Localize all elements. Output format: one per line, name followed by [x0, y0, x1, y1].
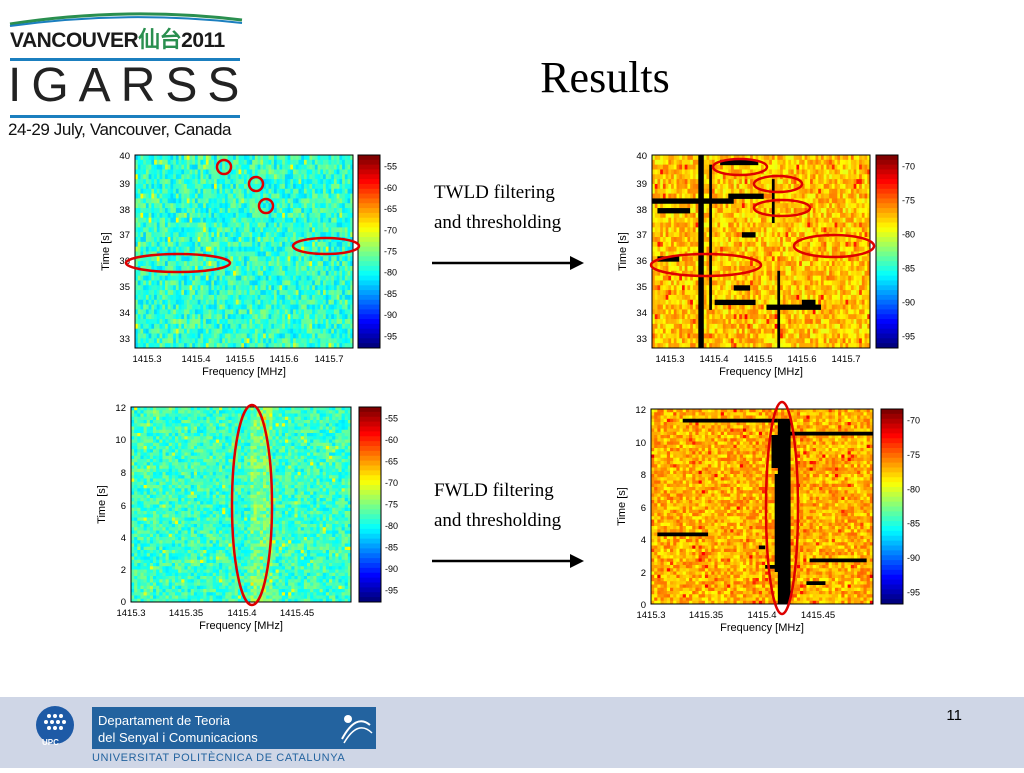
heatmap-cells	[651, 409, 874, 605]
colorbar-swatch	[881, 419, 903, 424]
flagged-segment	[772, 435, 791, 468]
x-axis-label: Frequency [MHz]	[720, 622, 804, 634]
flagged-segment	[810, 559, 867, 563]
colorbar-swatch	[881, 507, 903, 512]
colorbar-swatch	[881, 448, 903, 453]
colorbar-swatch	[881, 492, 903, 497]
colorbar-swatch	[881, 409, 903, 414]
colorbar-swatch	[881, 463, 903, 468]
colorbar-swatch	[881, 468, 903, 473]
colorbar-tick-label: -90	[907, 553, 920, 563]
x-tick-label: 1415.35	[689, 610, 723, 621]
colorbar-swatch	[881, 585, 903, 590]
y-tick-label: 10	[635, 438, 646, 449]
y-tick-label: 6	[641, 503, 646, 514]
colorbar-swatch	[881, 424, 903, 429]
dept-line1: Departament de Teoria	[98, 713, 230, 728]
university-name: UNIVERSITAT POLITÈCNICA DE CATALUNYA	[92, 752, 345, 764]
y-tick-label: 4	[641, 535, 646, 546]
flagged-segment	[775, 474, 791, 572]
colorbar-swatch	[881, 555, 903, 560]
colorbar-swatch	[881, 531, 903, 536]
colorbar-swatch	[881, 458, 903, 463]
y-tick-label: 0	[641, 600, 646, 611]
dept-line2: del Senyal i Comunicacions	[98, 730, 258, 745]
y-tick-label: 2	[641, 568, 646, 579]
colorbar-swatch	[881, 497, 903, 502]
flagged-segment	[806, 581, 825, 585]
colorbar-swatch	[881, 511, 903, 516]
colorbar-swatch	[881, 443, 903, 448]
y-tick-label: 12	[635, 405, 646, 416]
flagged-segment	[657, 533, 708, 537]
colorbar-swatch	[881, 594, 903, 599]
department-box: Departament de Teoria del Senyal i Comun…	[92, 707, 376, 749]
colorbar-swatch	[881, 560, 903, 565]
colorbar-swatch	[881, 414, 903, 419]
colorbar-swatch	[881, 453, 903, 458]
colorbar-swatch	[881, 536, 903, 541]
colorbar-tick-label: -85	[907, 519, 920, 529]
colorbar-swatch	[881, 521, 903, 526]
colorbar-swatch	[881, 433, 903, 438]
colorbar-swatch	[881, 487, 903, 492]
x-tick-label: 1415.3	[636, 610, 665, 621]
colorbar-tick-label: -80	[907, 484, 920, 494]
x-tick-label: 1415.4	[747, 610, 776, 621]
y-axis-label: Time [s]	[616, 487, 628, 526]
colorbar-swatch	[881, 429, 903, 434]
colorbar-swatch	[881, 516, 903, 521]
colorbar-swatch	[881, 502, 903, 507]
colorbar-swatch	[881, 565, 903, 570]
colorbar-swatch	[881, 541, 903, 546]
colorbar-swatch	[881, 575, 903, 580]
colorbar-swatch	[881, 589, 903, 594]
colorbar-swatch	[881, 438, 903, 443]
x-tick-label: 1415.45	[801, 610, 835, 621]
colorbar-swatch	[881, 570, 903, 575]
page-number: 11	[946, 707, 962, 724]
colorbar-swatch	[881, 472, 903, 477]
colorbar-tick-label: -70	[907, 416, 920, 426]
y-tick-label: 8	[641, 470, 646, 481]
tsc-logo-icon	[336, 709, 374, 747]
flagged-segment	[683, 419, 778, 423]
colorbar-swatch	[881, 477, 903, 482]
flagged-segment	[759, 546, 765, 550]
colorbar-swatch	[881, 482, 903, 487]
colorbar-tick-label: -75	[907, 450, 920, 460]
colorbar-swatch	[881, 550, 903, 555]
colorbar-swatch	[881, 526, 903, 531]
colorbar-swatch	[881, 580, 903, 585]
colorbar-swatch	[881, 546, 903, 551]
colorbar-tick-label: -95	[907, 587, 920, 597]
upc-label: UPC	[42, 738, 59, 747]
